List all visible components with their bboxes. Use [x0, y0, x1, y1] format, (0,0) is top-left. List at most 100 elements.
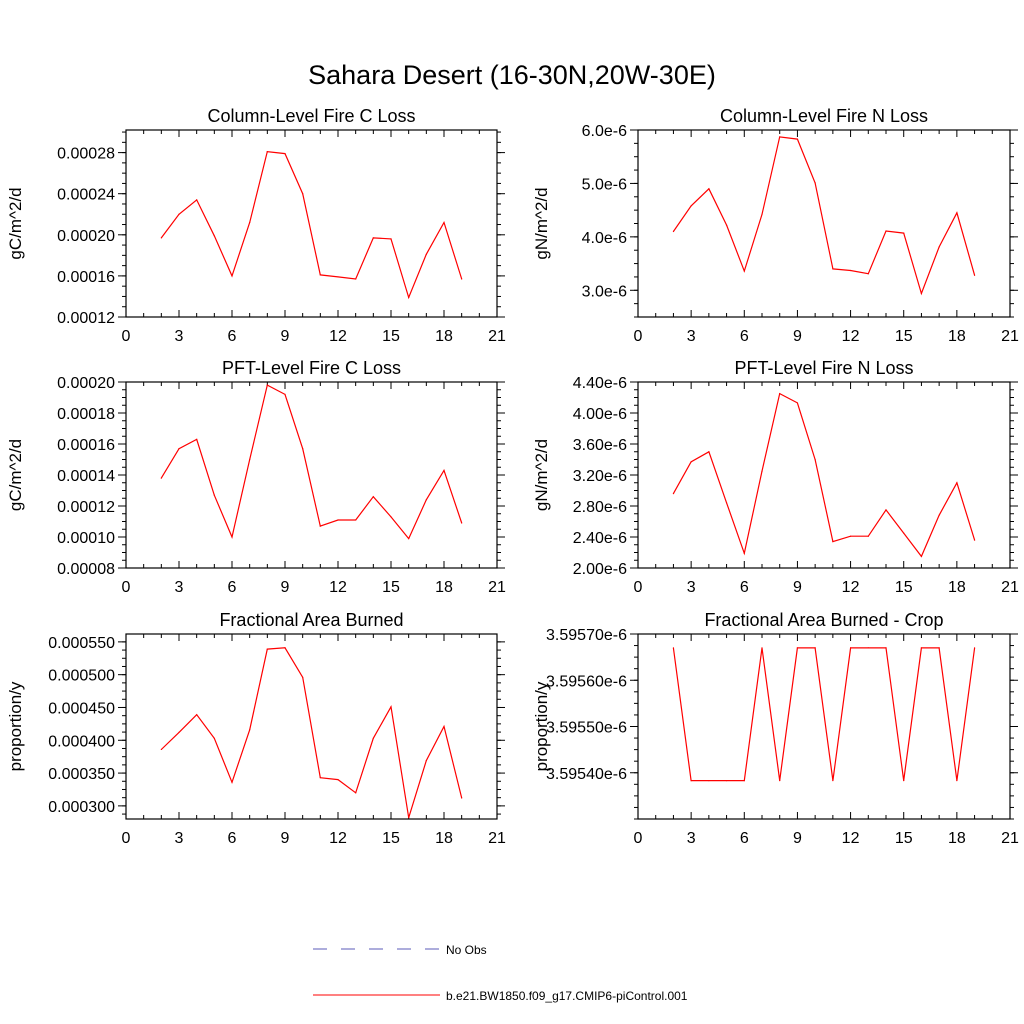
data-point	[249, 221, 251, 224]
x-tick-label: 18	[948, 579, 966, 596]
data-point	[832, 541, 834, 543]
legend: No Obs b.e21.BW1850.f09_g17.CMIP6-piCont…	[313, 943, 688, 1003]
x-tick-label: 12	[842, 328, 860, 345]
y-tick-label: 5.0e-6	[582, 176, 627, 193]
data-point	[425, 760, 427, 762]
x-tick-label: 6	[740, 830, 749, 847]
plot-frame	[125, 129, 498, 318]
data-point	[337, 519, 339, 521]
data-point	[903, 232, 905, 234]
data-point	[849, 647, 852, 649]
data-point	[938, 514, 940, 516]
data-point	[761, 213, 763, 216]
y-tick-label: 0.00018	[57, 406, 115, 423]
data-point	[743, 780, 745, 782]
x-tick-label: 15	[895, 830, 913, 847]
x-tick-label: 21	[1001, 328, 1019, 345]
panel-title: Fractional Area Burned	[219, 610, 403, 630]
y-axis-label: proportion/y	[532, 681, 551, 771]
data-point	[178, 448, 180, 450]
series-line	[672, 392, 976, 558]
data-point	[178, 213, 180, 215]
x-tick-label: 0	[122, 579, 131, 596]
y-tick-label: 4.00e-6	[573, 406, 627, 423]
y-tick-label: 3.0e-6	[582, 283, 627, 300]
data-point	[355, 278, 357, 280]
data-point	[814, 458, 816, 461]
data-point	[973, 274, 976, 276]
data-point	[690, 780, 692, 782]
data-point	[372, 237, 374, 239]
data-point	[796, 402, 799, 404]
x-tick-label: 15	[895, 579, 913, 596]
data-point	[796, 138, 799, 140]
y-tick-label: 4.0e-6	[582, 230, 627, 247]
x-tick-label: 3	[175, 830, 184, 847]
plot-frame	[637, 381, 1011, 569]
data-point	[196, 438, 198, 440]
page-title: Sahara Desert (16-30N,20W-30E)	[308, 60, 716, 90]
data-point	[231, 536, 233, 538]
y-tick-label: 0.00020	[57, 375, 115, 392]
data-point	[779, 393, 781, 395]
x-tick-label: 6	[740, 579, 749, 596]
data-point	[425, 253, 427, 255]
x-tick-label: 3	[687, 579, 696, 596]
data-point	[160, 477, 162, 479]
data-point	[355, 519, 357, 521]
data-point	[372, 496, 374, 498]
y-tick-label: 3.20e-6	[573, 468, 627, 485]
y-tick-label: 3.60e-6	[573, 437, 627, 454]
data-point	[213, 737, 215, 739]
data-point	[302, 193, 304, 195]
x-tick-label: 12	[842, 830, 860, 847]
x-tick-label: 12	[329, 328, 347, 345]
data-point	[885, 509, 887, 511]
x-tick-label: 3	[175, 328, 184, 345]
x-tick-label: 21	[488, 579, 506, 596]
y-tick-label: 0.000350	[48, 766, 115, 783]
y-axis-label: gN/m^2/d	[532, 187, 551, 259]
x-tick-label: 21	[1001, 579, 1019, 596]
x-tick-label: 15	[382, 328, 400, 345]
data-point	[196, 199, 198, 201]
data-point	[920, 292, 923, 295]
plot-frame	[125, 633, 498, 820]
chart-panels: 0 3 6 9 12 15 18 21 0.00012 0.00016 0.00020 0.00024…	[6, 106, 1019, 847]
x-tick-label: 6	[228, 328, 237, 345]
x-tick-label: 0	[634, 328, 643, 345]
data-point	[266, 150, 268, 153]
data-point	[832, 268, 834, 270]
data-point	[708, 780, 710, 782]
data-point	[708, 188, 710, 190]
x-tick-label: 6	[740, 328, 749, 345]
x-tick-label: 9	[281, 328, 290, 345]
data-point	[779, 780, 781, 782]
data-point	[443, 221, 445, 224]
y-tick-label: 0.000300	[48, 799, 115, 816]
data-point	[213, 235, 215, 237]
x-tick-label: 3	[687, 328, 696, 345]
chart-panel: 0 3 6 9 12 15 18 21 0.000300 0.000350 0.000400 0.00…	[6, 610, 506, 847]
data-point	[672, 647, 675, 649]
x-tick-label: 12	[842, 579, 860, 596]
y-tick-label: 0.00016	[57, 437, 115, 454]
series-line	[160, 384, 463, 540]
data-point	[920, 647, 923, 649]
data-point	[956, 780, 958, 782]
y-tick-label: 2.00e-6	[573, 561, 627, 578]
data-point	[743, 552, 745, 554]
y-tick-label: 2.80e-6	[573, 499, 627, 516]
panel-title: Fractional Area Burned - Crop	[704, 610, 943, 630]
x-tick-label: 9	[793, 579, 802, 596]
chart-panel: 0 3 6 9 12 15 18 21 0.00012 0.00016 0.00020 0.00024…	[6, 106, 506, 345]
y-tick-label: 0.00008	[57, 561, 115, 578]
data-point	[461, 797, 463, 799]
x-tick-label: 0	[122, 328, 131, 345]
data-point	[390, 238, 392, 240]
x-tick-label: 6	[228, 579, 237, 596]
data-point	[690, 205, 692, 207]
data-point	[690, 461, 692, 463]
x-tick-label: 9	[281, 830, 290, 847]
